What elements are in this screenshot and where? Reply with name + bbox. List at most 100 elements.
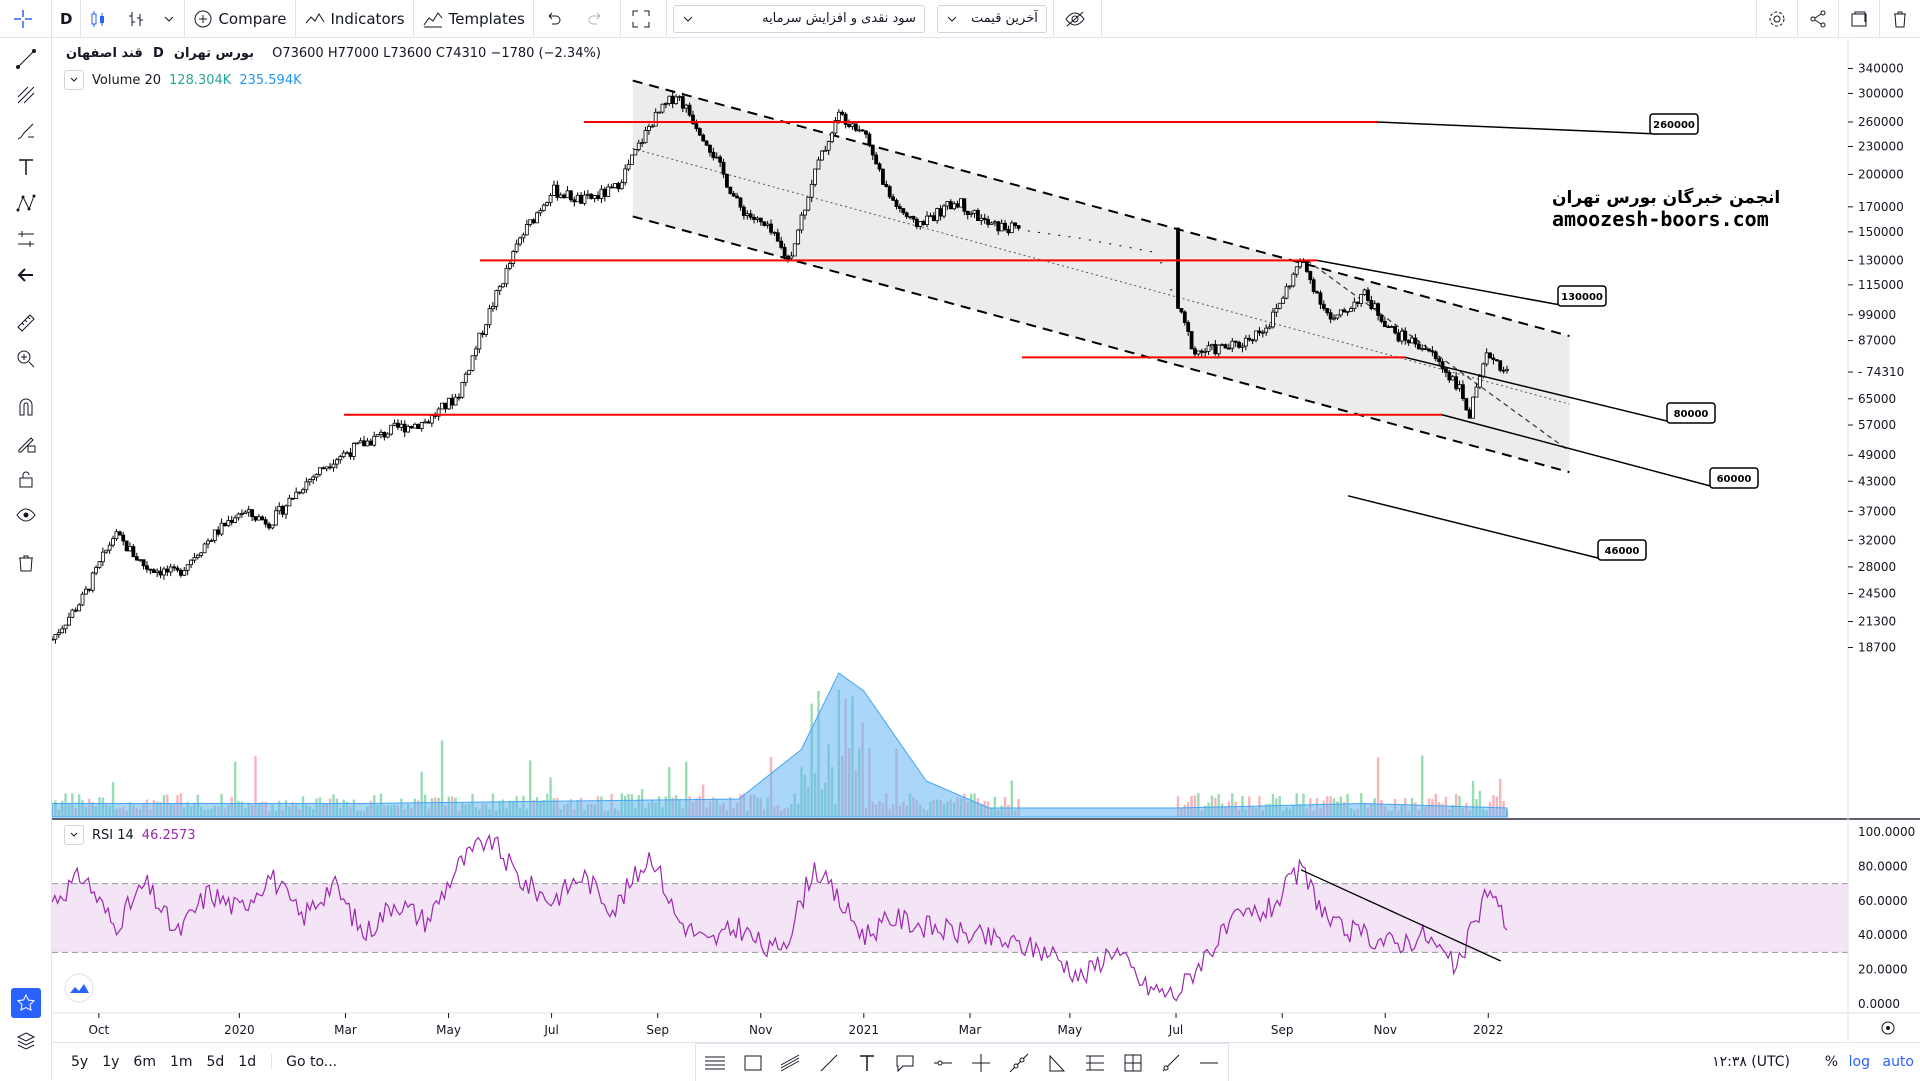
trash-icon[interactable]	[1879, 0, 1920, 38]
trend-line-icon[interactable]	[810, 1045, 848, 1081]
level-60000[interactable]: 60000	[344, 413, 1759, 489]
symbol-legend[interactable]: قند اصفهان D بورس تهران O73600 H77000 L7…	[66, 46, 601, 61]
auto-toggle[interactable]: auto	[1882, 1054, 1914, 1070]
brush-icon[interactable]	[13, 118, 39, 144]
rsi-legend[interactable]: RSI 14 46.2573	[64, 825, 196, 845]
percent-toggle[interactable]: %	[1824, 1054, 1838, 1070]
rsi-tick-label: 60.0000	[1858, 894, 1908, 908]
range-6m[interactable]: 6m	[133, 1054, 156, 1070]
candle	[406, 424, 411, 433]
collapse-chevron-icon[interactable]	[64, 825, 84, 845]
candles-chart-type-icon[interactable]	[81, 0, 120, 38]
undo-icon[interactable]	[534, 0, 577, 38]
extended-line-icon[interactable]	[1000, 1045, 1038, 1081]
log-toggle[interactable]: log	[1848, 1054, 1870, 1070]
share-icon[interactable]	[1797, 0, 1838, 38]
candle	[538, 207, 543, 217]
snapshot-icon[interactable]	[1838, 0, 1879, 38]
goto-button[interactable]: Go to...	[271, 1054, 344, 1070]
horizontal-lines-icon[interactable]	[696, 1045, 734, 1081]
range-5d[interactable]: 5d	[206, 1054, 225, 1070]
chevron-down-icon[interactable]	[159, 0, 186, 38]
horizontal-ray-icon[interactable]	[924, 1045, 962, 1081]
templates-button[interactable]: Templates	[414, 0, 534, 38]
bar-style-icon[interactable]	[120, 0, 159, 38]
trend-line-icon[interactable]	[13, 46, 39, 72]
volume-legend[interactable]: Volume 20 128.304K 235.594K	[64, 70, 302, 90]
utc-time[interactable]: ۱۲:۳۸ (UTC)	[1712, 1054, 1790, 1070]
cross-line-icon[interactable]	[962, 1045, 1000, 1081]
zoom-in-icon[interactable]	[13, 346, 39, 372]
hide-eye-icon[interactable]	[1052, 0, 1102, 38]
collapse-chevron-icon[interactable]	[64, 70, 84, 90]
callout-icon[interactable]	[886, 1045, 924, 1081]
text-tool-icon[interactable]	[13, 154, 39, 180]
compare-button[interactable]: Compare	[185, 0, 296, 38]
rectangle-icon[interactable]	[734, 1045, 772, 1081]
price-source-dropdown[interactable]: آخرین قیمت	[936, 4, 1047, 33]
parallel-channel-icon[interactable]	[772, 1045, 810, 1081]
magnet-icon[interactable]	[13, 394, 39, 420]
level-46000[interactable]: 46000	[1347, 495, 1647, 561]
candle	[803, 209, 807, 220]
rsi-axis[interactable]: 100.0000 80.0000 60.0000 40.0000 20.0000 0.00…	[1858, 825, 1915, 1011]
channel-lower-line[interactable]	[632, 215, 1570, 474]
time-tick-label: Nov	[1374, 1023, 1397, 1037]
candle	[1271, 307, 1275, 329]
text-icon[interactable]	[848, 1045, 886, 1081]
time-axis[interactable]: Oct 2020 Mar May Jul Sep Nov 2021 Mar May Jul Sep No…	[88, 1013, 1504, 1037]
redo-icon[interactable]	[577, 0, 621, 38]
chart-area[interactable]: 260000 130000 80000 60000 46000 340000 300000…	[52, 38, 1920, 1042]
visibility-eye-icon[interactable]	[13, 502, 39, 528]
rsi-series	[52, 833, 1508, 1002]
prediction-tool-icon[interactable]	[13, 226, 39, 252]
rsi-trendline[interactable]	[1300, 869, 1502, 962]
pitchfork-icon[interactable]	[13, 82, 39, 108]
triangle-pattern-icon[interactable]	[1038, 1045, 1076, 1081]
candle	[453, 393, 458, 406]
candle	[331, 459, 336, 472]
remove-drawings-trash-icon[interactable]	[13, 550, 39, 576]
range-1m[interactable]: 1m	[169, 1054, 193, 1070]
fullscreen-icon[interactable]	[621, 0, 667, 38]
horizontal-line-icon[interactable]	[1190, 1045, 1228, 1081]
range-1y[interactable]: 1y	[102, 1054, 120, 1070]
horizontal-levels[interactable]: 260000 130000 80000 60000 46000	[344, 113, 1759, 561]
crosshair-cursor-icon[interactable]	[0, 0, 52, 38]
fib-retracement-icon[interactable]	[1076, 1045, 1114, 1081]
volume-bar	[1176, 796, 1180, 817]
channel-upper-line[interactable]	[632, 79, 1570, 338]
settings-gear-icon[interactable]	[1756, 0, 1797, 38]
candle	[823, 145, 828, 152]
level-80000[interactable]: 80000	[1022, 356, 1716, 424]
range-1d[interactable]: 1d	[238, 1054, 257, 1070]
ruler-icon[interactable]	[13, 310, 39, 336]
level-130000[interactable]: 130000	[480, 259, 1607, 307]
candle	[735, 192, 740, 199]
level-260000[interactable]: 260000	[584, 113, 1699, 135]
object-tree-layers-icon[interactable]	[13, 1028, 39, 1054]
candle	[521, 232, 526, 243]
interval-button[interactable]: D	[52, 0, 82, 38]
ray-icon[interactable]	[1152, 1045, 1190, 1081]
trend-break-line[interactable]	[1306, 259, 1570, 452]
rsi-pane	[52, 833, 1848, 1002]
indicators-button[interactable]: Indicators	[296, 0, 414, 38]
price-tick-label: 150000	[1858, 225, 1904, 239]
unlock-icon[interactable]	[13, 466, 39, 492]
price-axis[interactable]: 340000 300000 260000 230000 200000 170000 1500…	[1848, 61, 1904, 655]
settings-gear-icon[interactable]	[1881, 1021, 1895, 1035]
candle	[708, 144, 712, 157]
volume-name: Volume 20	[92, 72, 162, 88]
back-arrow-icon[interactable]	[13, 262, 39, 288]
favorites-star-icon[interactable]	[11, 988, 41, 1018]
measure-icon[interactable]	[1114, 1045, 1152, 1081]
candle	[70, 608, 75, 619]
candle	[67, 612, 71, 627]
candle	[1413, 333, 1418, 348]
dividends-dropdown[interactable]: سود نقدی و افزایش سرمایه	[672, 4, 925, 33]
lock-drawing-icon[interactable]	[13, 430, 39, 456]
candle	[240, 509, 244, 518]
pattern-tool-icon[interactable]	[13, 190, 39, 216]
range-5y[interactable]: 5y	[71, 1054, 89, 1070]
